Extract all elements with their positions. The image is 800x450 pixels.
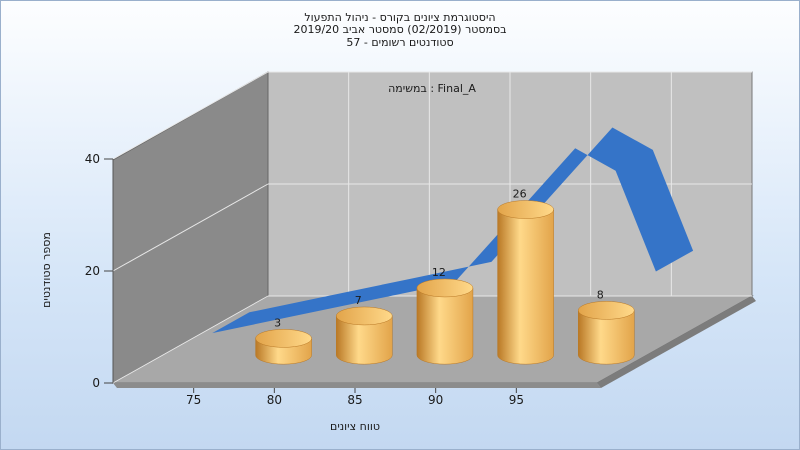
bar-3: 26 — [497, 188, 554, 365]
x-tick-label-3: 90 — [428, 393, 443, 407]
floor-right-edge — [597, 296, 756, 388]
bar-top-0 — [255, 329, 312, 348]
bar-label-3: 26 — [513, 188, 527, 201]
bar-label-0: 3 — [274, 316, 281, 329]
chart-annotation: במשימה : Final_A — [388, 82, 476, 95]
y-tick-label-0: 0 — [92, 376, 100, 390]
bar-top-2 — [416, 278, 474, 298]
x-tick-label-4: 95 — [509, 393, 524, 407]
bar-4: 8 — [578, 288, 635, 365]
bar-top-1 — [336, 306, 393, 326]
gridline-side-1 — [112, 183, 269, 272]
x-tick-label-2: 85 — [347, 393, 362, 407]
gridline-side-0 — [112, 295, 269, 384]
bar-body-2 — [416, 287, 474, 365]
bar-label-2: 12 — [432, 266, 446, 279]
axis-ticks: 75 80 85 90 95 0 20 40 — [85, 152, 524, 407]
y-axis-title: מספר סטודנטים — [40, 232, 53, 308]
bar-label-1: 7 — [355, 294, 362, 307]
y-tick-label-1: 20 — [85, 264, 100, 278]
curve-ribbon — [212, 127, 694, 334]
x-tick-label-1: 80 — [267, 393, 282, 407]
floor-front-edge — [113, 383, 601, 388]
y-tick-label-2: 40 — [85, 152, 100, 166]
bars: 3 7 12 26 8 — [255, 188, 635, 365]
chart-title-line-3: סטודנטים רשומים - 57 — [346, 36, 454, 49]
distribution-curve — [212, 127, 694, 334]
bar-top-3 — [497, 200, 554, 219]
x-axis-title: טווח ציונים — [330, 420, 380, 433]
bar-top-4 — [578, 301, 635, 320]
bar-0: 3 — [255, 316, 312, 365]
bar-body-1 — [336, 315, 393, 365]
chart-title-line-2: בסמסטר (02/2019) סמסטר אביב 2019/20 — [293, 23, 507, 36]
bar-1: 7 — [336, 294, 393, 365]
gridline-side-2 — [112, 71, 269, 160]
x-tick-label-0: 75 — [186, 393, 201, 407]
chart-title-line-1: היסטוגרמת ציונים בקורס - ניהול התפעול — [304, 11, 496, 24]
bar-body-3 — [497, 209, 554, 365]
bar-2: 12 — [416, 266, 474, 365]
bar-body-4 — [578, 310, 635, 365]
bar-label-4: 8 — [597, 288, 604, 301]
